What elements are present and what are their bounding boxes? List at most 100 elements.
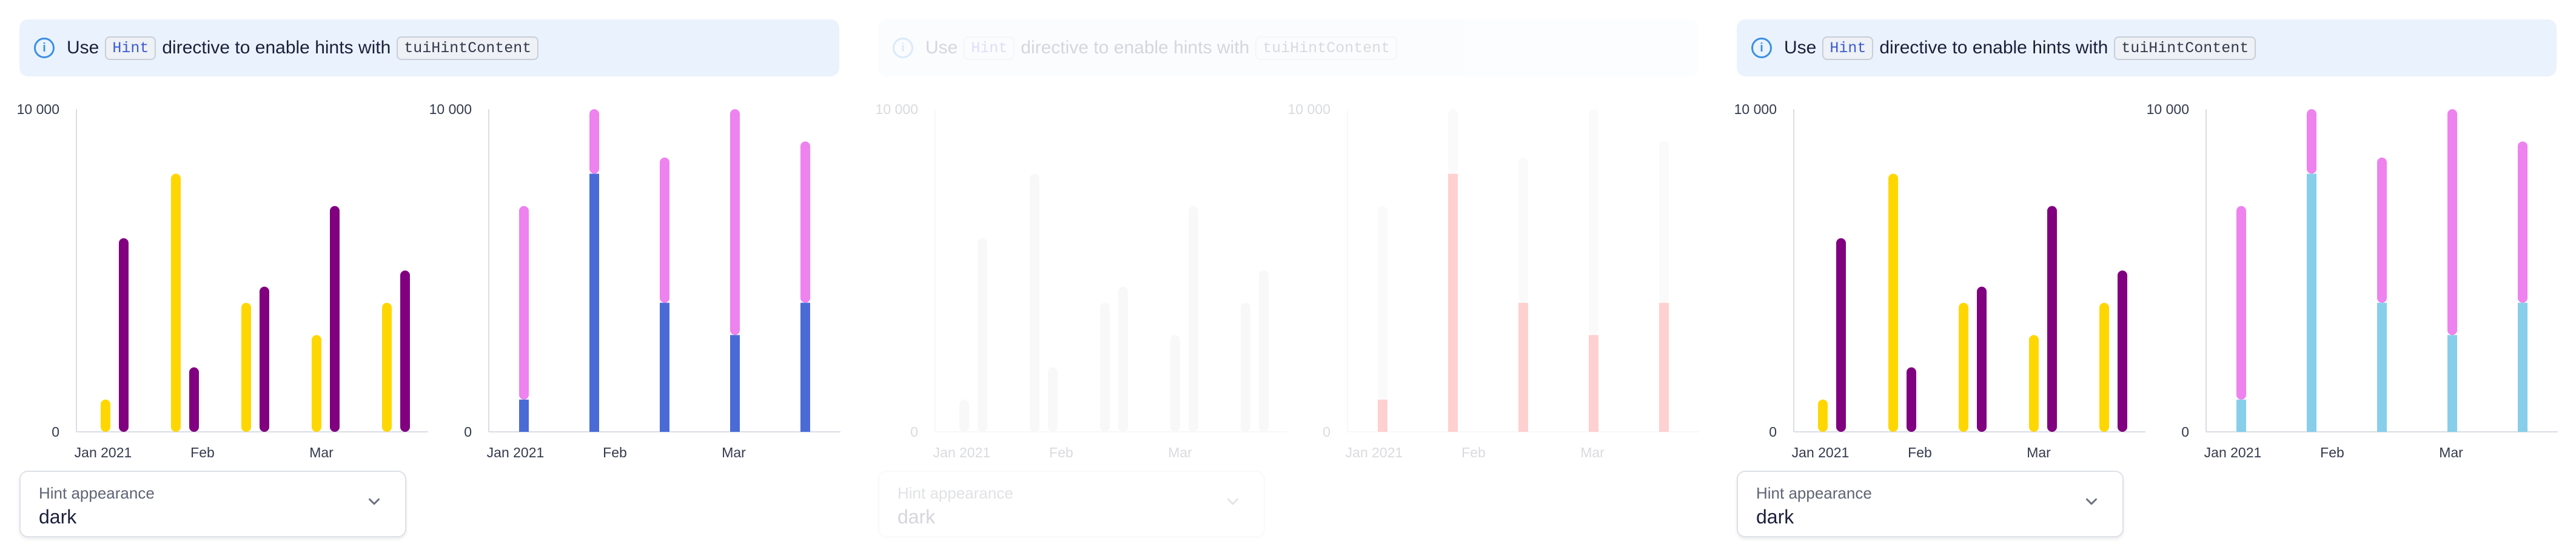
bar xyxy=(400,271,410,432)
hint-code-chip: Hint xyxy=(964,36,1015,60)
demo-panel-2: i Use Hint directive to enable hints wit… xyxy=(859,0,1717,558)
x-tick-label: Feb xyxy=(1908,445,1932,460)
notification-use-text: Use xyxy=(67,38,99,58)
hint-content-code-chip: tuiHintContent xyxy=(1255,36,1398,60)
x-tick-label: Feb xyxy=(1049,445,1073,460)
bar-segment-upper xyxy=(800,141,810,303)
y-tick-label: 10 000 xyxy=(1734,101,1777,117)
notification-use-text: Use xyxy=(925,38,958,58)
bar-chart-stacked: 0 10 000 Jan 2021 Feb Mar xyxy=(1288,101,1699,460)
bar-chart-stacked: 0 10 000 Jan 2021 Feb Mar xyxy=(429,101,840,460)
bar xyxy=(2118,271,2127,432)
bar-segment-lower xyxy=(800,303,810,432)
bar xyxy=(382,303,392,432)
hint-appearance-select[interactable]: Hint appearance dark xyxy=(878,471,1265,537)
hint-appearance-select[interactable]: Hint appearance dark xyxy=(1737,471,2124,537)
bar-segment-upper xyxy=(519,206,529,400)
bar xyxy=(1888,173,1898,432)
bar-segment-upper xyxy=(589,109,599,174)
hint-notification: i Use Hint directive to enable hints wit… xyxy=(1737,19,2557,76)
hint-appearance-select[interactable]: Hint appearance dark xyxy=(19,471,406,537)
bar-segment-lower xyxy=(519,399,529,432)
bar xyxy=(1048,367,1058,432)
bar xyxy=(2099,303,2109,432)
demo-panel-3: i Use Hint directive to enable hints wit… xyxy=(1717,0,2576,558)
hint-notification: i Use Hint directive to enable hints wit… xyxy=(19,19,839,76)
bar-chart-grouped: 0 10 000 Jan 2021 Feb Mar xyxy=(17,101,428,460)
bar xyxy=(330,206,340,432)
bar-segment-upper xyxy=(1659,141,1669,303)
x-tick-label: Mar xyxy=(1168,445,1192,460)
notification-use-text: Use xyxy=(1784,38,1817,58)
bar xyxy=(1959,303,1968,432)
bar-segment-lower xyxy=(1448,173,1458,432)
info-icon: i xyxy=(893,38,913,58)
bar-segment-upper xyxy=(1448,109,1458,174)
select-label: Hint appearance xyxy=(897,484,1013,502)
x-tick-label: Mar xyxy=(1580,445,1605,460)
bar xyxy=(1189,206,1198,432)
bar-segment-lower xyxy=(2447,335,2457,432)
bar xyxy=(1170,335,1180,432)
x-tick-label: Feb xyxy=(190,445,215,460)
bar-segment-lower xyxy=(1659,303,1669,432)
x-tick-label: Feb xyxy=(603,445,627,460)
y-tick-label: 10 000 xyxy=(429,101,472,117)
bar xyxy=(1836,238,1846,432)
bar xyxy=(2029,335,2039,432)
bar-segment-upper xyxy=(2307,109,2316,174)
bar-segment-upper xyxy=(1518,157,1528,303)
y-tick-label: 0 xyxy=(52,424,59,440)
bar-segment-upper xyxy=(1589,109,1598,335)
chevron-down-icon xyxy=(2086,498,2097,505)
bar-segment-lower xyxy=(2518,303,2527,432)
bar-chart-grouped: 0 10 000 Jan 2021 Feb Mar xyxy=(876,101,1287,460)
y-tick-label: 0 xyxy=(464,424,472,440)
bar xyxy=(1030,173,1039,432)
y-tick-label: 0 xyxy=(1323,424,1330,440)
bar-segment-lower xyxy=(2236,399,2246,432)
x-tick-label: Jan 2021 xyxy=(487,445,545,460)
bar-segment-lower xyxy=(2307,173,2316,432)
bar-chart-stacked: 0 10 000 Jan 2021 Feb Mar xyxy=(2147,101,2558,460)
x-tick-label: Mar xyxy=(722,445,746,460)
bar-segment-lower xyxy=(1518,303,1528,432)
y-tick-label: 0 xyxy=(1769,424,1777,440)
x-tick-label: Jan 2021 xyxy=(1346,445,1403,460)
info-icon: i xyxy=(1751,38,1772,58)
y-tick-label: 10 000 xyxy=(1288,101,1330,117)
notification-middle-text: directive to enable hints with xyxy=(1021,38,1250,58)
x-tick-label: Mar xyxy=(2439,445,2463,460)
bar xyxy=(312,335,321,432)
y-tick-label: 0 xyxy=(2181,424,2189,440)
y-tick-label: 10 000 xyxy=(17,101,59,117)
bar-chart-grouped: 0 10 000 Jan 2021 Feb Mar xyxy=(1734,101,2145,460)
bar xyxy=(978,238,987,432)
bar-segment-upper xyxy=(1378,206,1387,400)
select-value: dark xyxy=(897,506,936,528)
bar-segment-upper xyxy=(660,157,669,303)
hint-notification: i Use Hint directive to enable hints wit… xyxy=(878,19,1698,76)
bar-segment-lower xyxy=(1378,399,1387,432)
bar xyxy=(101,399,110,432)
y-tick-label: 10 000 xyxy=(876,101,918,117)
select-value: dark xyxy=(1756,506,1794,528)
notification-middle-text: directive to enable hints with xyxy=(162,38,391,58)
x-tick-label: Mar xyxy=(309,445,334,460)
bar xyxy=(1907,367,1916,432)
bar xyxy=(1100,303,1110,432)
y-tick-label: 0 xyxy=(910,424,918,440)
bar xyxy=(1118,286,1128,432)
hint-content-code-chip: tuiHintContent xyxy=(2114,36,2256,60)
bar xyxy=(1241,303,1250,432)
bar-segment-upper xyxy=(730,109,740,335)
x-tick-label: Feb xyxy=(1461,445,1486,460)
bar-segment-lower xyxy=(660,303,669,432)
notification-middle-text: directive to enable hints with xyxy=(1879,38,2108,58)
bar-segment-upper xyxy=(2447,109,2457,335)
bar xyxy=(119,238,129,432)
bar-segment-upper xyxy=(2377,157,2387,303)
bar xyxy=(171,173,181,432)
bar xyxy=(1818,399,1828,432)
bar-segment-upper xyxy=(2236,206,2246,400)
